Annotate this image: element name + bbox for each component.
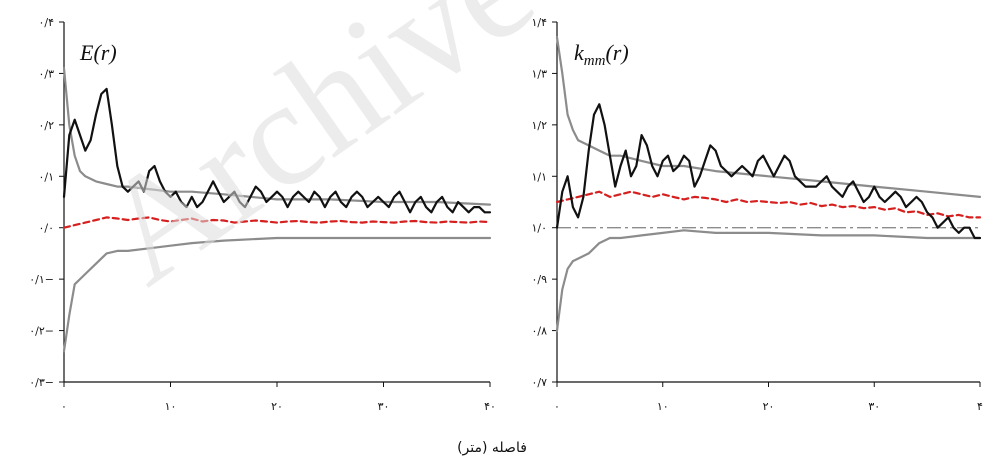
panel-e-of-r: ۰/۳− ۰/۲− ۰/۱− ۰/۰ ۰/۱ ۰/۲ ۰/۳ ۰/۴ ۰ ۱۰ ۲۰ ۳۰ ۴۰ E(r) [29,16,496,413]
series-envelope-line [62,236,492,353]
watermark: Archive [71,0,562,316]
x-tick-label: ۲۰ [271,400,283,413]
x-tick-label: ۱۰ [657,400,669,413]
series-mean-line [62,216,492,229]
shared-x-axis-label: فاصله (متر) [457,440,527,456]
y-tick-label: ۰/۳− [29,376,54,389]
y-tick-label: ۰/۲− [29,325,54,338]
series-mean-line [555,190,982,219]
y-tick-label: ۰/۰ [38,222,54,235]
y-tick-label: ۱/۱ [531,170,547,183]
x-tick-label: ۱۰ [165,400,177,413]
y-tick-label: ۰/۲ [38,119,54,132]
x-tick-label: ۳۰ [868,400,880,413]
panel-title: E(r) [79,40,117,65]
y-tick-label: ۰/۱− [29,273,54,286]
series-observed-line [62,87,492,214]
series-envelope-line [555,229,982,332]
y-tick-label: ۱/۳ [531,67,547,80]
y-tick-label: ۰/۷ [531,376,547,389]
y-tick-label: ۰/۳ [38,67,54,80]
x-tick-label: ۴۰ [484,400,496,413]
y-tick-label: ۰/۸ [531,325,547,338]
x-tick-label: ۰ [554,400,560,413]
y-tick-label: ۰/۹ [531,273,547,286]
x-tick-label: ۳۰ [378,400,390,413]
y-tick-label: ۰/۴ [38,16,54,29]
y-tick-label: ۱/۴ [531,16,547,29]
series-observed-line [555,103,982,240]
panel-kmm-of-r: ۰/۷ ۰/۸ ۰/۹ ۱/۰ ۱/۱ ۱/۲ ۱/۳ ۱/۴ ۰ ۱۰ ۲۰ ۳۰ ۴ kmm(r) [531,16,983,413]
y-tick-label: ۱/۲ [531,119,547,132]
x-tick-label: ۴ [977,400,983,413]
y-tick-label: ۱/۰ [531,222,547,235]
x-tick-label: ۰ [61,400,67,413]
y-tick-label: ۰/۱ [38,170,54,183]
panel-title: kmm(r) [574,40,629,69]
x-tick-label: ۲۰ [763,400,775,413]
